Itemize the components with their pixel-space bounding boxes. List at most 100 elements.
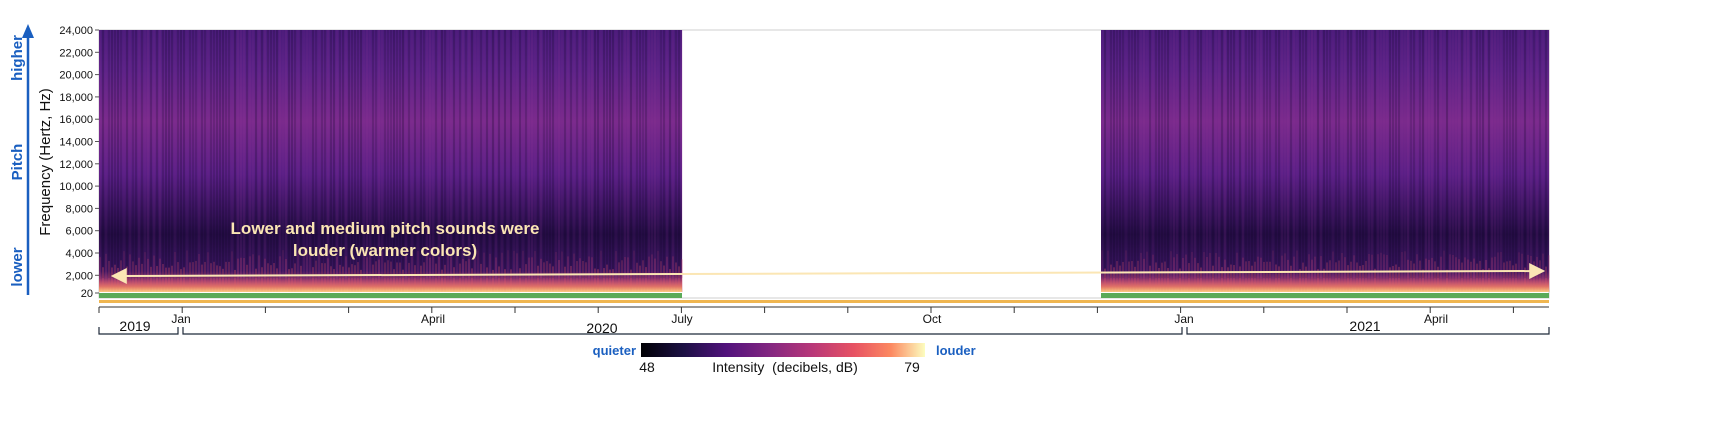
spectrogram-column [402, 30, 404, 278]
spectrogram-column [507, 30, 509, 278]
spectrogram-column [1155, 30, 1157, 278]
spectrogram-column [1350, 30, 1352, 278]
spectrogram-column [657, 30, 659, 278]
spectrogram-column [378, 30, 380, 278]
spectrogram-column [1284, 30, 1286, 278]
spectrogram-column [1335, 30, 1337, 278]
y-tick-label: 18,000 [59, 92, 93, 104]
spectrogram-column [1401, 30, 1403, 278]
spectrogram-column [420, 30, 422, 278]
colorbar-min: 48 [639, 359, 655, 375]
x-month-label: Jan [1174, 312, 1193, 326]
spectrogram-column [552, 30, 554, 278]
spectrogram-column [1176, 30, 1178, 278]
spectrogram-column [99, 30, 101, 278]
spectrogram-column [1113, 30, 1115, 278]
spectrogram-column [672, 30, 674, 278]
spectrogram-column [450, 30, 452, 278]
spectrogram-column [1275, 30, 1277, 278]
spectrogram-column [363, 30, 365, 278]
spectrogram-column [261, 30, 263, 278]
spectrogram-column [1407, 30, 1409, 278]
y-tick-label: 16,000 [59, 114, 93, 126]
spectrogram-column [642, 30, 644, 278]
spectrogram-column [648, 30, 650, 278]
spectrogram-column [1518, 30, 1520, 278]
spectrogram-column [165, 30, 167, 278]
spectrogram-column [1260, 30, 1262, 278]
spectrogram-column [438, 30, 440, 278]
spectrogram-column [147, 30, 149, 278]
spectrogram-column [1290, 30, 1292, 278]
spectrogram-column [1116, 30, 1118, 278]
y-tick-label: 4,000 [65, 248, 93, 260]
spectrogram-column [1488, 30, 1490, 278]
spectrogram-column [1203, 30, 1205, 278]
spectrogram-column [1233, 30, 1235, 278]
spectrogram-column [1302, 30, 1304, 278]
spectrogram-column [138, 30, 140, 278]
spectrogram-column [1467, 30, 1469, 278]
spectrogram-column [225, 30, 227, 278]
spectrogram-column [588, 30, 590, 278]
spectrogram-column [1362, 30, 1364, 278]
spectrogram-column [1224, 30, 1226, 278]
spectrogram-column [1104, 30, 1106, 278]
spectrogram-column [564, 30, 566, 278]
spectrogram-column [1239, 30, 1241, 278]
spectrogram-column [210, 30, 212, 278]
spectrogram-column [546, 30, 548, 278]
spectrogram-column [309, 30, 311, 278]
spectrogram-column [315, 30, 317, 278]
spectrogram-column [240, 30, 242, 278]
spectrogram-column [471, 30, 473, 278]
spectrogram-column [522, 30, 524, 278]
spectrogram-column [1383, 30, 1385, 278]
spectrogram-column [633, 30, 635, 278]
spectrogram-column [1470, 30, 1472, 278]
spectrogram-column [159, 30, 161, 278]
spectrogram-column [1194, 30, 1196, 278]
spectrogram-column [396, 30, 398, 278]
spectrogram-column [108, 30, 110, 278]
spectrogram-column [1107, 30, 1109, 278]
spectrogram-column [1359, 30, 1361, 278]
spectrogram-column [144, 30, 146, 278]
spectrogram-column [1305, 30, 1307, 278]
spectrogram-column [393, 30, 395, 278]
spectrogram-column [1158, 30, 1160, 278]
spectrogram-column [456, 30, 458, 278]
spectrogram-column [258, 30, 260, 278]
x-month-labels: Jan April July Oct Jan April [171, 312, 1448, 326]
spectrogram-column [321, 30, 323, 278]
spectrogram-low-band [105, 253, 107, 292]
x-axis [98, 306, 1549, 313]
spectrogram-column [576, 30, 578, 278]
spectrogram-column [1371, 30, 1373, 278]
spectrogram-column [1170, 30, 1172, 278]
recording-strip-1 [99, 293, 682, 298]
spectrogram-column [651, 30, 653, 278]
spectrogram-column [612, 30, 614, 278]
spectrogram-column [1347, 30, 1349, 278]
spectrogram-column [1101, 30, 1103, 278]
spectrogram-column [387, 30, 389, 278]
spectrogram-column [525, 30, 527, 278]
spectrogram-column [345, 30, 347, 278]
spectrogram-column [105, 30, 107, 278]
spectrogram-column [279, 30, 281, 278]
spectrogram-column [357, 30, 359, 278]
spectrogram-column [1380, 30, 1382, 278]
spectrogram-column [519, 30, 521, 278]
spectrogram-column [1512, 30, 1514, 278]
spectrogram-column [126, 30, 128, 278]
spectrogram-column [141, 30, 143, 278]
colorbar-title: Intensity (decibels, dB) [712, 359, 858, 375]
spectrogram-column [555, 30, 557, 278]
spectrogram-column [660, 30, 662, 278]
spectrogram-column [1524, 30, 1526, 278]
spectrogram-column [1446, 30, 1448, 278]
spectrogram-column [1122, 30, 1124, 278]
spectrogram-low-band [99, 257, 101, 292]
y-tick-label: 24,000 [59, 25, 93, 37]
